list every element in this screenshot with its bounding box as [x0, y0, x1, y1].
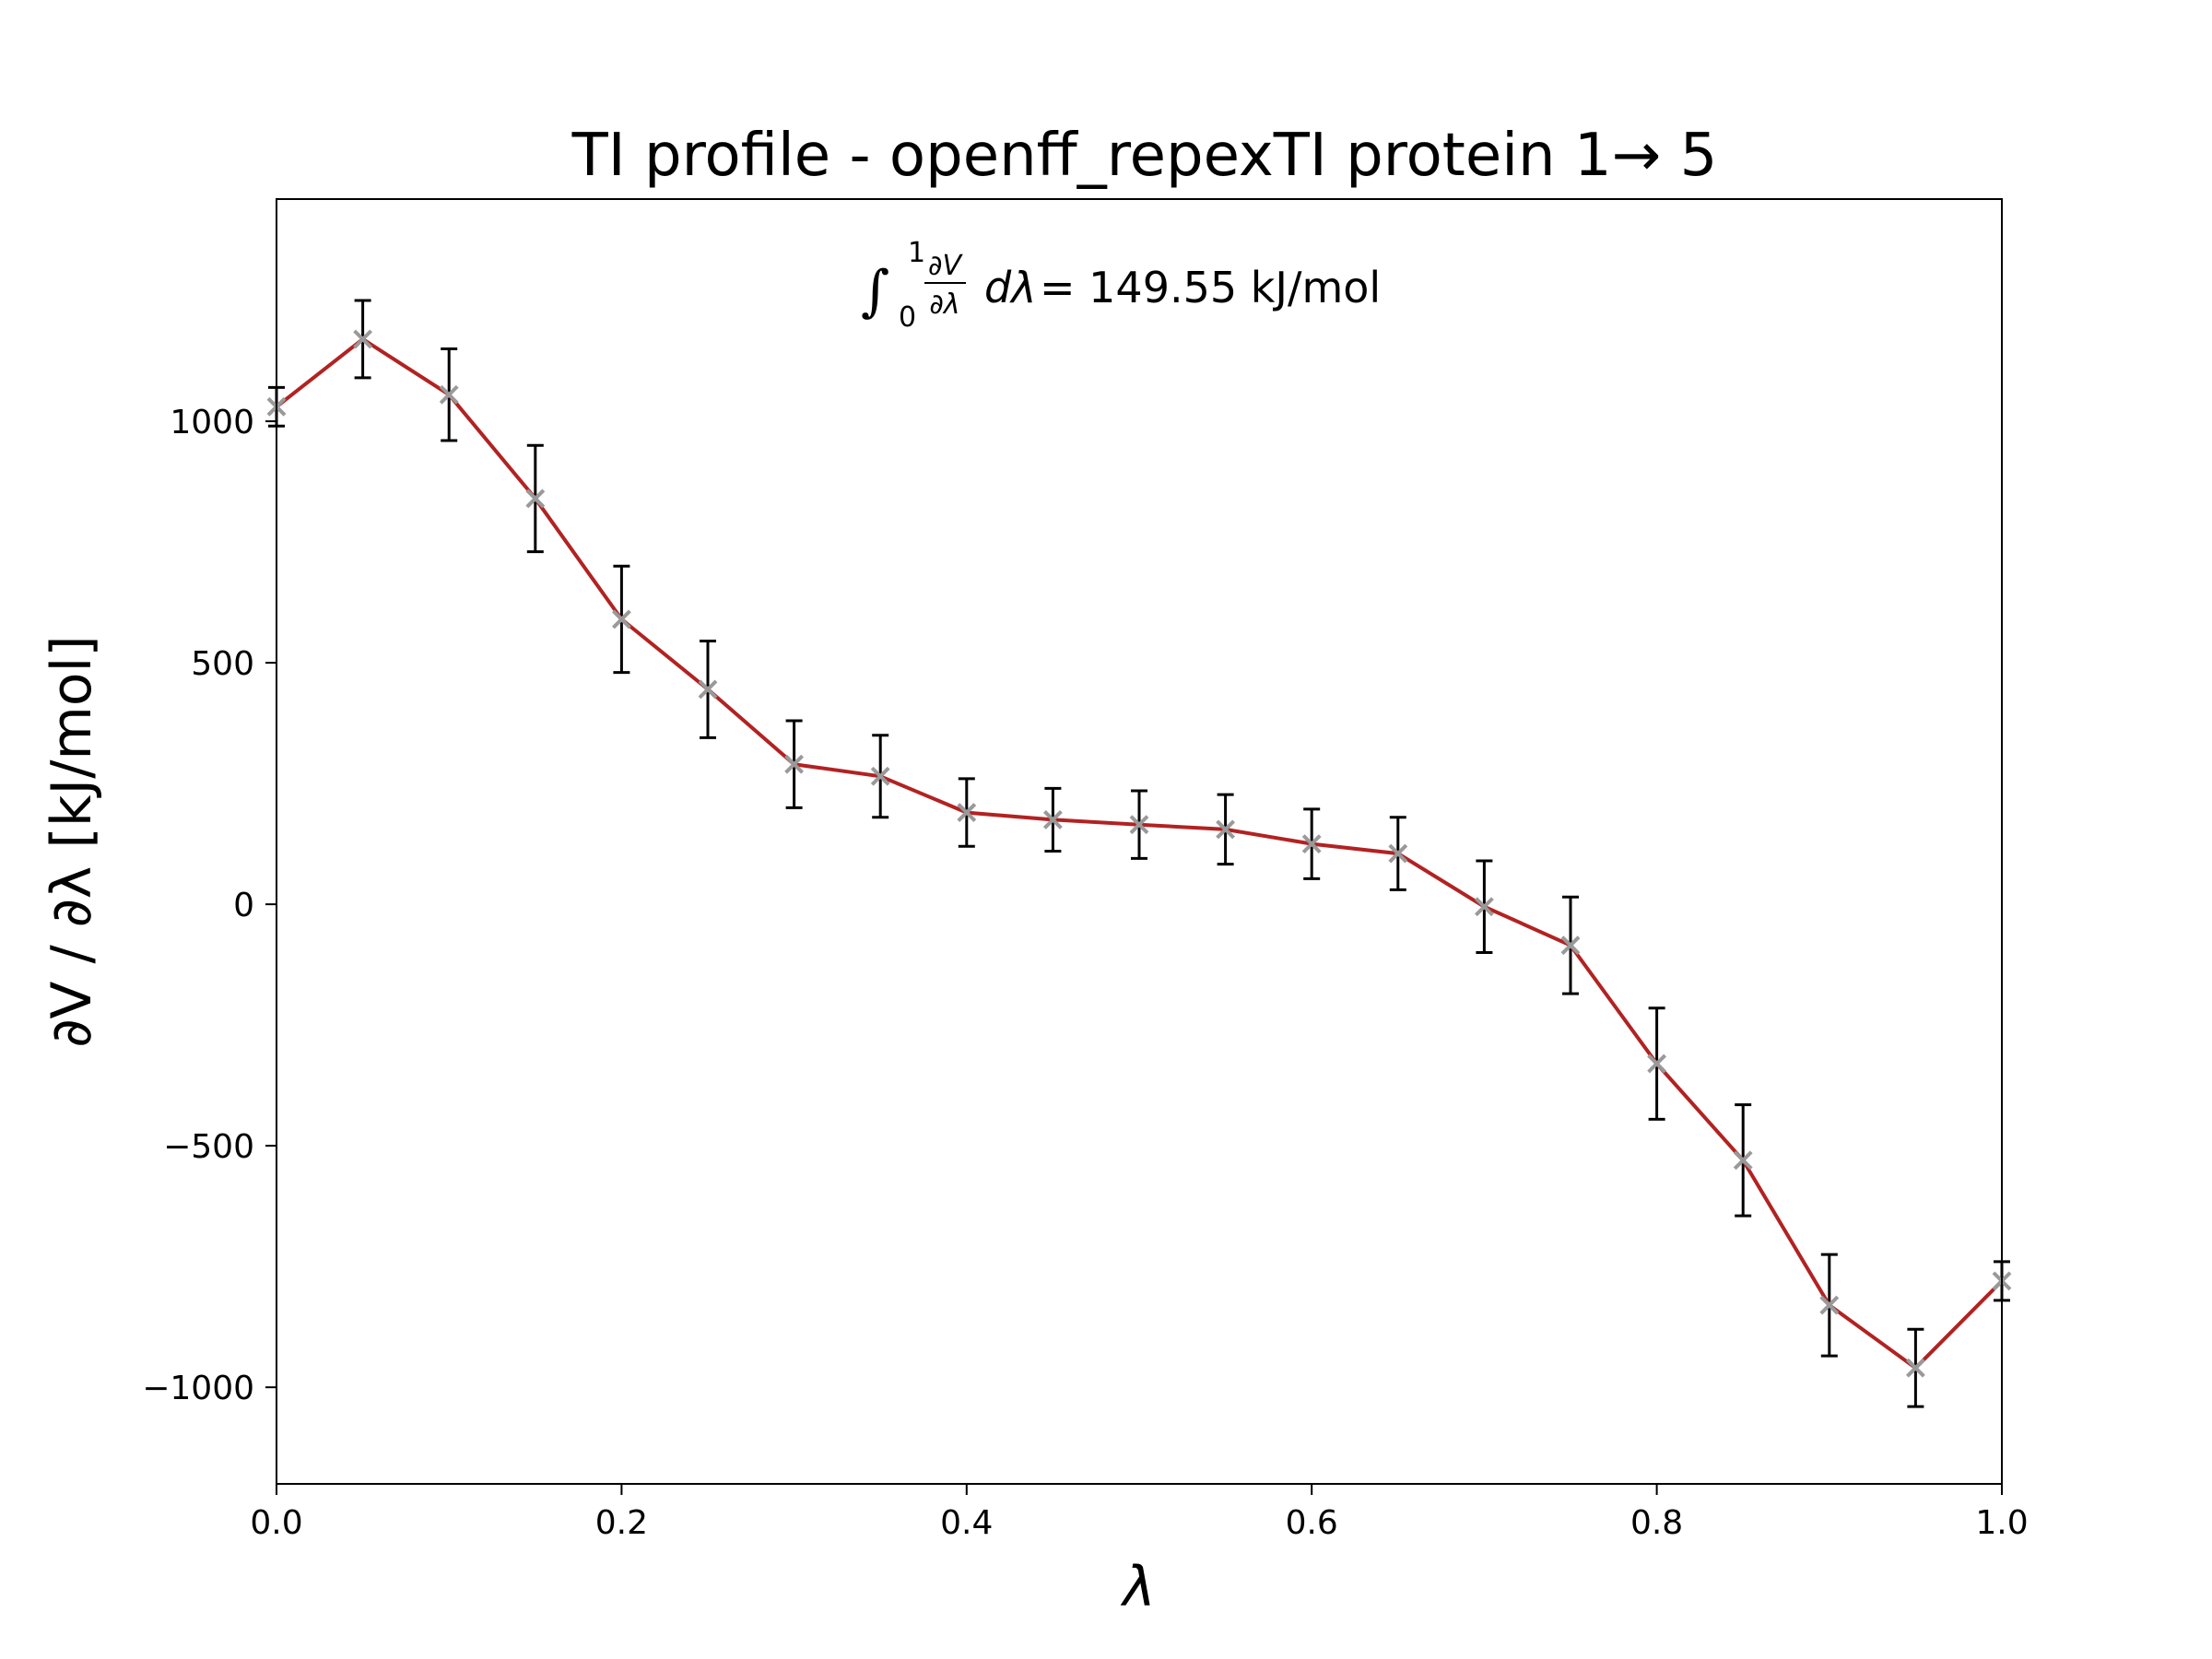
- x-tick-label: 0.6: [1286, 1504, 1338, 1542]
- x-axis: 0.0 0.2 0.4 0.6 0.8 1.0: [250, 1484, 2029, 1542]
- data-point-marker: [870, 766, 890, 786]
- y-tick-label: 500: [191, 645, 254, 683]
- data-point-marker: [1819, 1295, 1840, 1315]
- data-point-marker: [784, 754, 805, 774]
- axes-frame: [276, 198, 2003, 1485]
- plot-area: [266, 198, 2012, 1485]
- data-point-marker: [353, 329, 373, 349]
- y-axis: −1000 −500 0 500 1000: [142, 404, 276, 1407]
- x-tick-label: 0.4: [940, 1504, 993, 1542]
- x-axis-label: λ: [1120, 1555, 1156, 1619]
- x-tick-label: 0.8: [1630, 1504, 1683, 1542]
- data-point-marker: [1301, 834, 1322, 854]
- data-point-marker: [1560, 935, 1581, 956]
- x-tick-label: 1.0: [1975, 1504, 2028, 1542]
- data-point-marker: [1647, 1053, 1667, 1074]
- data-point-marker: [1474, 897, 1494, 917]
- data-point-marker: [439, 384, 459, 405]
- y-tick-label: 0: [233, 887, 254, 924]
- data-point-marker: [1905, 1358, 1925, 1378]
- chart-title: TI profile - openff_repexTI protein 1→ 5: [571, 122, 1718, 190]
- markers-group: [266, 329, 2012, 1378]
- integral-sign: ∫: [861, 259, 889, 324]
- data-point-marker: [1733, 1150, 1753, 1171]
- x-tick-label: 0.2: [595, 1504, 648, 1542]
- integral-annotation: ∫ 1 0 ∂V ∂λ dλ = 149.55 kJ/mol: [861, 237, 1381, 334]
- data-point-marker: [957, 803, 977, 822]
- data-point-marker: [1042, 810, 1063, 830]
- fraction-numerator: ∂V: [928, 250, 964, 282]
- y-tick-label: −500: [163, 1128, 254, 1166]
- y-axis-label: ∂V / ∂λ [kJ/mol]: [40, 635, 104, 1047]
- data-point-marker: [611, 609, 631, 629]
- differential: dλ: [984, 263, 1036, 312]
- data-point-marker: [1129, 815, 1149, 835]
- y-tick-label: 1000: [170, 404, 254, 441]
- data-point-marker: [1388, 843, 1408, 864]
- data-point-marker: [1216, 819, 1236, 840]
- data-point-marker: [698, 679, 718, 700]
- x-tick-label: 0.0: [250, 1504, 302, 1542]
- integral-result: = 149.55 kJ/mol: [1040, 263, 1381, 312]
- integral-upper-limit: 1: [908, 237, 925, 269]
- y-tick-label: −1000: [142, 1370, 254, 1407]
- integral-lower-limit: 0: [899, 301, 916, 334]
- fraction-denominator: ∂λ: [929, 288, 959, 321]
- data-point-marker: [525, 488, 546, 509]
